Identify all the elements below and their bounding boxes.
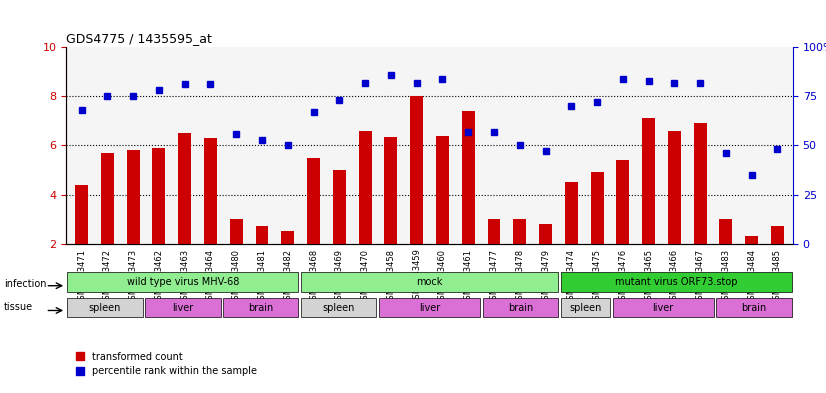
Bar	[153, 148, 165, 244]
Text: mock: mock	[416, 277, 443, 287]
FancyBboxPatch shape	[301, 272, 558, 292]
Bar	[513, 219, 526, 244]
Text: liver: liver	[653, 303, 674, 312]
Bar	[591, 173, 604, 244]
Bar	[436, 136, 449, 244]
FancyBboxPatch shape	[561, 272, 791, 292]
Bar	[101, 153, 114, 244]
Bar	[565, 182, 577, 244]
Text: spleen: spleen	[569, 303, 601, 312]
Bar	[384, 137, 397, 244]
Text: tissue: tissue	[4, 302, 33, 312]
Bar	[694, 123, 706, 244]
Bar	[668, 130, 681, 244]
Text: liver: liver	[419, 303, 440, 312]
Text: brain: brain	[508, 303, 533, 312]
FancyBboxPatch shape	[68, 272, 298, 292]
Text: spleen: spleen	[322, 303, 355, 312]
Bar	[255, 226, 268, 244]
FancyBboxPatch shape	[301, 298, 377, 317]
Bar	[771, 226, 784, 244]
Text: infection: infection	[4, 279, 46, 289]
FancyBboxPatch shape	[223, 298, 298, 317]
Text: liver: liver	[173, 303, 193, 312]
Bar	[282, 231, 294, 244]
Text: brain: brain	[742, 303, 767, 312]
Bar	[358, 130, 372, 244]
Bar	[204, 138, 217, 244]
Bar	[75, 185, 88, 244]
Bar	[307, 158, 320, 244]
FancyBboxPatch shape	[716, 298, 791, 317]
FancyBboxPatch shape	[145, 298, 221, 317]
Bar	[230, 219, 243, 244]
Bar	[126, 150, 140, 244]
Text: GDS4775 / 1435595_at: GDS4775 / 1435595_at	[66, 31, 212, 44]
FancyBboxPatch shape	[68, 298, 143, 317]
Text: wild type virus MHV-68: wild type virus MHV-68	[126, 277, 239, 287]
Bar	[745, 236, 758, 244]
FancyBboxPatch shape	[482, 298, 558, 317]
Bar	[719, 219, 733, 244]
Bar	[487, 219, 501, 244]
FancyBboxPatch shape	[379, 298, 480, 317]
Bar	[333, 170, 346, 244]
Text: spleen: spleen	[89, 303, 121, 312]
FancyBboxPatch shape	[613, 298, 714, 317]
Bar	[642, 118, 655, 244]
Legend: transformed count, percentile rank within the sample: transformed count, percentile rank withi…	[71, 348, 261, 380]
Bar	[616, 160, 629, 244]
Bar	[178, 133, 191, 244]
Text: mutant virus ORF73.stop: mutant virus ORF73.stop	[615, 277, 738, 287]
Bar	[462, 111, 475, 244]
Bar	[539, 224, 552, 244]
FancyBboxPatch shape	[561, 298, 610, 317]
Text: brain: brain	[248, 303, 273, 312]
Bar	[411, 96, 423, 244]
